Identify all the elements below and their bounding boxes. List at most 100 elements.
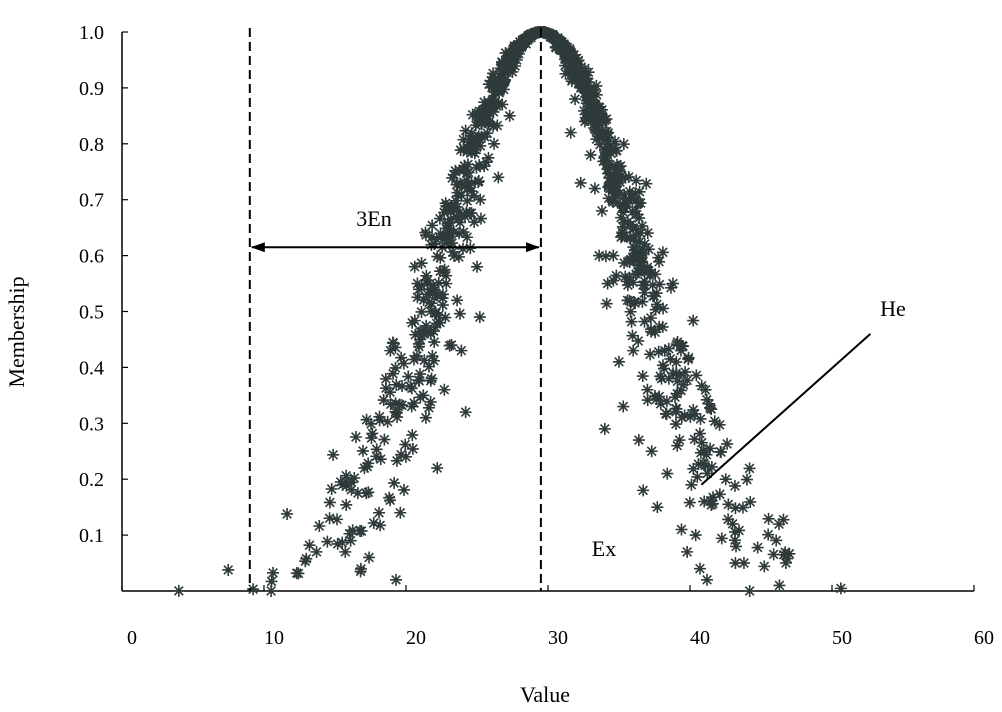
data-point [681, 545, 694, 558]
cloud-drop [465, 207, 478, 220]
data-point [564, 126, 577, 139]
cloud-drop [362, 457, 375, 470]
cloud-drop [496, 72, 509, 85]
cloud-drop [427, 354, 440, 367]
data-point [478, 160, 491, 173]
cloud-drop [417, 294, 430, 307]
cloud-drop [751, 541, 764, 554]
cloud-drop [436, 299, 449, 312]
cloud-drop [415, 257, 428, 270]
cloud-drop [652, 345, 665, 358]
data-point [473, 311, 486, 324]
data-point [492, 171, 505, 184]
data-point [593, 249, 606, 262]
cloud-drop [472, 110, 485, 123]
cloud-drop [474, 212, 487, 225]
cloud-drop [660, 395, 673, 408]
cloud-drop [607, 274, 620, 287]
cloud-drop [487, 93, 500, 106]
cloud-drop [340, 479, 353, 492]
cloud-drop [434, 251, 447, 264]
y-tick-label: 0.5 [79, 302, 104, 324]
cloud-drop [414, 325, 427, 338]
cloud-drop [465, 127, 478, 140]
cloud-drop [658, 344, 671, 357]
cloud-drop [366, 427, 379, 440]
cloud-drop [466, 132, 479, 145]
data-point [390, 573, 403, 586]
data-point [595, 204, 608, 217]
cloud-drop [444, 206, 457, 219]
cloud-drop [610, 179, 623, 192]
cloud-drop [598, 150, 611, 163]
cloud-drop [700, 393, 713, 406]
cloud-drop [605, 172, 618, 185]
cloud-drop [470, 161, 483, 174]
cloud-drop [439, 311, 452, 324]
cloud-drop [416, 326, 429, 339]
cloud-drop [728, 534, 741, 547]
cloud-drop [411, 291, 424, 304]
cloud-drop [430, 233, 443, 246]
cloud-drop [391, 411, 404, 424]
cloud-drop [740, 473, 753, 486]
cloud-drop [430, 317, 443, 330]
cloud-drop [715, 446, 728, 459]
cloud-drop [728, 479, 741, 492]
cloud-drop [323, 512, 336, 525]
cloud-drop [480, 156, 493, 169]
cloud-drop [650, 298, 663, 311]
y-tick-label: 1.0 [79, 22, 104, 44]
cloud-drop [340, 469, 353, 482]
cloud-drop [601, 137, 614, 150]
cloud-drop [609, 135, 622, 148]
cloud-drop [424, 374, 437, 387]
cloud-drop [408, 314, 421, 327]
y-tick-label: 0.6 [79, 246, 104, 268]
cloud-drop [506, 65, 519, 78]
cloud-drop [384, 386, 397, 399]
cloud-drop [292, 567, 305, 580]
cloud-drop [700, 448, 713, 461]
cloud-drop [413, 374, 426, 387]
cloud-drop [524, 28, 537, 41]
cloud-drop [621, 279, 634, 292]
data-point [438, 383, 451, 396]
cloud-drop [653, 390, 666, 403]
cloud-drop [695, 379, 708, 392]
cloud-drop [688, 433, 701, 446]
cloud-drop [657, 302, 670, 315]
cloud-drop [687, 403, 700, 416]
cloud-drop [634, 227, 647, 240]
cloud-drop [458, 210, 471, 223]
cloud-drop [331, 537, 344, 550]
cloud-drop [669, 391, 682, 404]
cloud-drop [646, 279, 659, 292]
tick-labels: 0 10 20 30 40 50 60 0.1 0.2 0.3 0.4 0.5 0.6 0.7 0.8 0.9… [79, 22, 994, 649]
cloud-drop [568, 48, 581, 61]
cloud-drop [673, 369, 686, 382]
cloud-drop [623, 271, 636, 284]
cloud-drop [378, 433, 391, 446]
cloud-drop [440, 269, 453, 282]
cloud-drop [664, 352, 677, 365]
cloud-drop [608, 186, 621, 199]
cloud-drop [384, 398, 397, 411]
cloud-drop [446, 171, 459, 184]
cloud-drop [703, 397, 716, 410]
cloud-drop [630, 208, 643, 221]
x-tick-label: 40 [690, 627, 710, 649]
cloud-drop [626, 329, 639, 342]
y-tick-label: 0.3 [79, 413, 104, 435]
y-tick-label: 0.1 [79, 525, 104, 547]
cloud-drop [461, 194, 474, 207]
cloud-drop [426, 230, 439, 243]
cloud-drop [659, 407, 672, 420]
data-point [671, 439, 684, 452]
cloud-drop [694, 412, 707, 425]
cloud-drop [675, 384, 688, 397]
cloud-drop [360, 413, 373, 426]
cloud-drop [424, 395, 437, 408]
cloud-drop [638, 286, 651, 299]
cloud-drop [472, 176, 485, 189]
